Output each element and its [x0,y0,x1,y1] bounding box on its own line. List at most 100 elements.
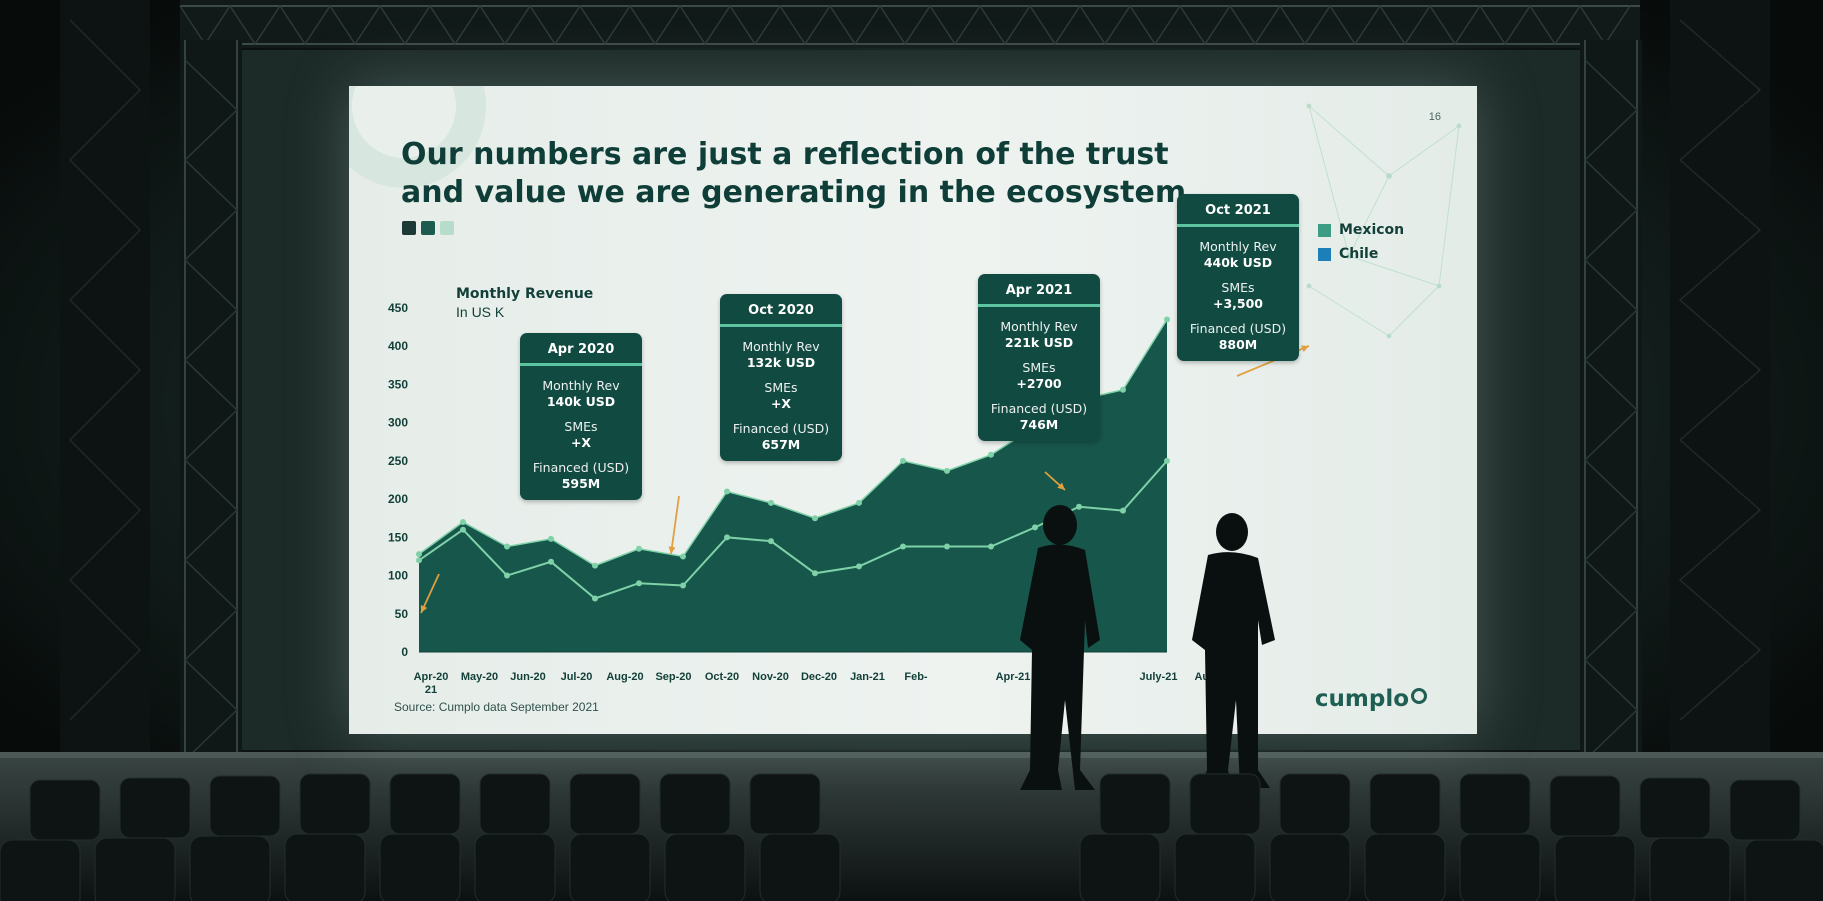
data-point [1120,386,1126,393]
x-tick-label: Aug-20 [606,671,643,683]
card-rev-value: 132k USD [746,355,816,370]
data-point [680,582,686,589]
card-date: Oct 2021 [1177,194,1299,227]
card-smes-label: SMEs [1221,280,1255,295]
card-financed-value: 657M [761,437,801,452]
y-tick-label: 50 [395,607,409,621]
card-financed-label: Financed (USD) [990,401,1088,416]
arrow-apr-2020-head [420,605,428,613]
data-point [636,545,642,552]
milestone-card-apr-2020: Apr 2020 Monthly Rev 140k USD SMEs +X Fi… [520,333,642,500]
x-tick-label: 21 [425,684,437,696]
source-note: Source: Cumplo data September 2021 [394,700,599,714]
data-point [504,543,510,550]
data-point [1164,316,1170,323]
arrow-oct-2020 [670,495,680,555]
card-rev-label: Monthly Rev [542,378,620,393]
data-point [988,543,994,550]
x-tick-label: Oct-20 [705,671,739,683]
axis-caption: Monthly Revenue In US K [456,286,593,320]
x-tick-label: Jul-20 [561,671,593,683]
x-tick-label: Apr-21 [996,671,1031,683]
x-tick-label: Apr-20 [414,671,449,683]
axis-unit: In US K [456,304,505,320]
data-point [856,499,862,506]
data-point [548,558,554,565]
card-smes-label: SMEs [764,380,798,395]
card-date: Apr 2021 [978,274,1100,307]
data-point [680,553,686,560]
card-rev-label: Monthly Rev [1000,319,1078,334]
axis-title: Monthly Revenue [456,286,594,302]
data-point [1164,457,1170,464]
series-line-1 [418,460,1168,600]
person-left-body [1020,544,1100,790]
card-rev-value: 440k USD [1203,255,1273,270]
y-tick-label: 250 [388,454,408,468]
card-date: Oct 2020 [720,294,842,327]
x-tick-label: July-21 [1140,671,1178,683]
data-point [592,595,598,602]
arrow-apr-2021-head [1057,482,1065,490]
y-tick-label: 450 [388,301,408,315]
card-financed-label: Financed (USD) [1189,321,1287,336]
data-point [1032,524,1038,531]
card-financed-label: Financed (USD) [532,460,630,475]
data-point [724,534,730,541]
person-left-head [1043,505,1077,545]
accent-square-dark [402,221,416,235]
data-point [988,451,994,458]
data-point [460,519,466,526]
data-point [768,499,774,506]
data-point [548,535,554,542]
x-tick-label: Jan-21 [850,671,885,683]
brand-mark-icon [1411,688,1427,704]
x-tick-label: Jun-20 [510,671,545,683]
data-point [900,543,906,550]
x-tick-label: Nov-20 [752,671,789,683]
series-area-mexico [419,319,1167,652]
card-financed-label: Financed (USD) [732,421,830,436]
data-point [416,551,422,558]
x-tick-label: May-20 [461,671,498,683]
slide-title: Our numbers are just a reflection of the… [401,137,1187,210]
x-tick-label: Feb- [904,671,928,683]
y-tick-label: 350 [388,377,408,391]
data-point [944,467,950,474]
card-smes-label: SMEs [564,419,598,434]
data-point [1120,507,1126,514]
milestone-card-apr-2021: Apr 2021 Monthly Rev 221k USD SMEs +2700… [978,274,1100,441]
data-point [416,557,422,564]
accent-square-green [421,221,435,235]
legend-swatch-chile [1318,247,1331,261]
card-date: Apr 2020 [520,333,642,366]
y-tick-label: 200 [388,492,408,506]
accent-square-light [440,221,454,235]
card-rev-value: 221k USD [1004,335,1074,350]
card-smes-label: SMEs [1022,360,1056,375]
card-financed-value: 880M [1218,337,1258,352]
legend-label-mexico: Mexicon [1339,222,1405,238]
y-tick-label: 150 [388,530,408,544]
page-number: 16 [1428,111,1441,123]
milestone-card-oct-2020: Oct 2020 Monthly Rev 132k USD SMEs +X Fi… [720,294,842,461]
brand-wordmark: cumplo [1314,686,1409,712]
x-tick-label: Dec-20 [801,671,837,683]
data-point [944,543,950,550]
card-smes-value: +3,500 [1212,296,1263,311]
title-accent-squares [402,221,454,235]
arrow-oct-2021-head [1301,345,1309,352]
y-tick-label: 100 [388,569,408,583]
brand-logo: cumplo [1315,686,1427,712]
truss-bracing [179,4,1631,46]
milestone-card-oct-2021: Oct 2021 Monthly Rev 440k USD SMEs +3,50… [1177,194,1299,361]
y-tick-label: 400 [388,339,408,353]
card-rev-label: Monthly Rev [742,339,820,354]
person-right-head [1216,513,1248,551]
arrow-oct-2020-head [668,546,676,554]
legend-item-mexico: Mexicon [1318,222,1404,238]
data-point [592,562,598,569]
